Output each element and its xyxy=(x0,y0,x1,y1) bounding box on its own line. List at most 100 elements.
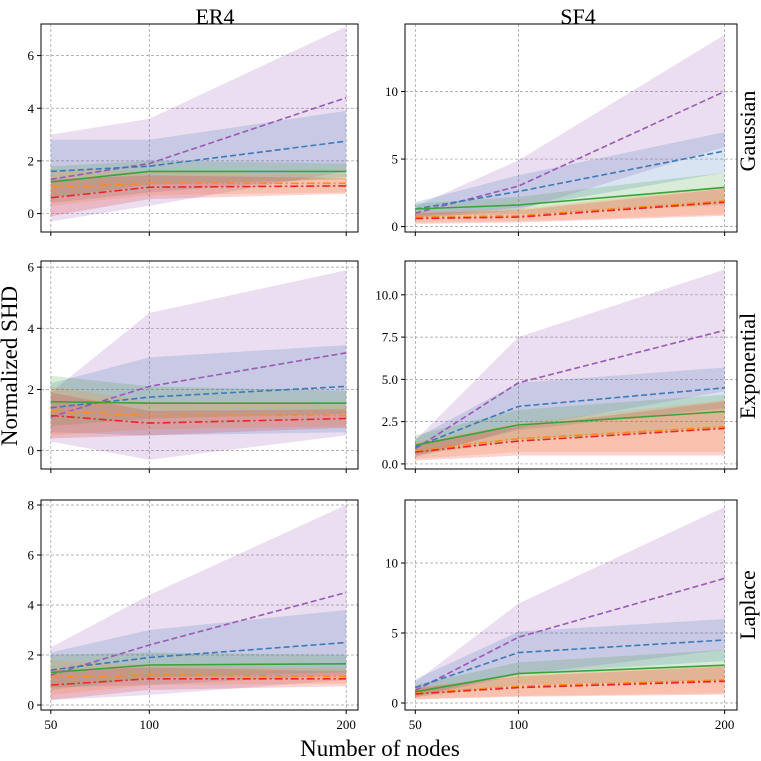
y-tick-label: 10 xyxy=(385,556,398,571)
band-red xyxy=(50,175,347,217)
column-title-er4: ER4 xyxy=(195,4,234,29)
row-title-gaussian: Gaussian xyxy=(735,91,760,172)
series-line-purple xyxy=(50,591,347,676)
series-line-green xyxy=(50,663,347,674)
subplot-er4-laplace: 0 2 4 6 8 50 100 200 xyxy=(28,498,359,732)
band-red xyxy=(415,666,725,700)
x-tick-label: 50 xyxy=(44,717,57,732)
band-purple xyxy=(50,26,347,222)
series-line-green xyxy=(415,186,725,210)
series-line-red xyxy=(50,185,347,199)
column-title-sf4: SF4 xyxy=(560,4,595,29)
band-green xyxy=(50,160,347,198)
band-green xyxy=(50,652,347,690)
band-red xyxy=(50,667,347,700)
y-tick-label: 8 xyxy=(28,498,35,513)
series-line-green xyxy=(50,170,347,183)
axes-frame xyxy=(404,260,738,470)
series-line-blue xyxy=(50,641,347,671)
y-tick-label: 10.0 xyxy=(375,287,398,302)
y-tick-label: 2 xyxy=(28,382,35,397)
x-tick-label: 200 xyxy=(336,717,356,732)
series-line-blue xyxy=(415,150,725,210)
series-line-green xyxy=(415,664,725,693)
axes-frame xyxy=(40,260,359,470)
y-tick-label: 2 xyxy=(28,153,35,168)
y-tick-label: 5 xyxy=(392,152,399,167)
band-blue xyxy=(50,610,347,688)
x-tick-label: 100 xyxy=(509,717,529,732)
band-red xyxy=(415,188,725,224)
series-line-red xyxy=(50,414,347,424)
x-tick-label: 200 xyxy=(715,717,735,732)
band-green xyxy=(415,394,725,456)
series-line-orange xyxy=(415,200,725,218)
series-line-purple xyxy=(414,577,725,692)
y-tick-label: 6 xyxy=(28,260,35,275)
y-tick-label: 0.0 xyxy=(382,456,398,471)
series-line-red xyxy=(415,427,725,453)
row-title-laplace: Laplace xyxy=(735,570,760,640)
series-line-orange xyxy=(415,679,725,694)
y-tick-label: 2 xyxy=(28,648,35,663)
axes-frame xyxy=(40,499,359,711)
band-blue xyxy=(415,619,725,696)
series-line-green xyxy=(415,410,725,447)
series-line-blue xyxy=(50,385,347,409)
band-orange xyxy=(415,399,725,459)
band-blue xyxy=(50,345,347,436)
y-tick-label: 0 xyxy=(392,696,399,711)
band-purple xyxy=(415,34,725,219)
y-tick-label: 5.0 xyxy=(382,372,398,387)
y-tick-label: 0 xyxy=(28,443,35,458)
band-purple xyxy=(50,505,347,700)
y-tick-label: 2.5 xyxy=(382,414,398,429)
series-line-blue xyxy=(50,140,347,173)
series-line-purple xyxy=(415,90,725,214)
band-green xyxy=(50,375,347,427)
series-line-purple xyxy=(50,352,347,418)
y-axis-label: Normalized SHD xyxy=(0,286,22,446)
band-green xyxy=(415,172,725,216)
band-blue xyxy=(415,367,725,456)
subplot-er4-exponential: 0 2 4 6 xyxy=(28,260,359,473)
band-blue xyxy=(415,132,725,218)
y-tick-label: 5 xyxy=(392,626,399,641)
band-green xyxy=(415,649,725,698)
y-tick-label: 10 xyxy=(385,84,398,99)
subplot-sf4-exponential: 0.0 2.5 5.0 7.5 10.0 xyxy=(375,260,738,473)
series-line-red xyxy=(415,680,725,695)
series-line-blue xyxy=(415,639,725,689)
row-title-exponential: Exponential xyxy=(735,313,760,419)
y-tick-label: 6 xyxy=(28,48,35,63)
x-axis-label: Number of nodes xyxy=(300,736,460,761)
series-line-green xyxy=(50,400,347,405)
band-purple xyxy=(415,269,725,458)
y-tick-label: 0 xyxy=(392,219,399,234)
y-tick-label: 4 xyxy=(28,321,35,336)
axes-frame xyxy=(40,23,359,233)
x-tick-label: 50 xyxy=(409,717,422,732)
x-tick-label: 100 xyxy=(140,717,160,732)
subplot-er4-gaussian: 0 2 4 6 xyxy=(28,23,359,236)
y-tick-label: 0 xyxy=(28,206,35,221)
y-tick-label: 4 xyxy=(28,598,35,613)
y-tick-label: 7.5 xyxy=(382,330,398,345)
band-purple xyxy=(415,507,725,698)
series-line-orange xyxy=(415,425,725,452)
band-orange xyxy=(50,386,347,436)
subplot-sf4-gaussian: 0 5 10 xyxy=(385,23,738,236)
band-orange xyxy=(415,665,725,699)
series-line-purple xyxy=(414,329,725,450)
y-tick-label: 6 xyxy=(28,548,35,563)
band-orange xyxy=(50,660,347,695)
series-line-purple xyxy=(50,96,347,181)
series-line-orange xyxy=(50,182,347,188)
series-line-blue xyxy=(415,387,725,448)
y-tick-label: 4 xyxy=(28,101,35,116)
series-line-orange xyxy=(50,410,347,417)
subplot-sf4-laplace: 0 5 10 50 100 200 xyxy=(385,499,738,732)
series-line-orange xyxy=(50,674,347,679)
